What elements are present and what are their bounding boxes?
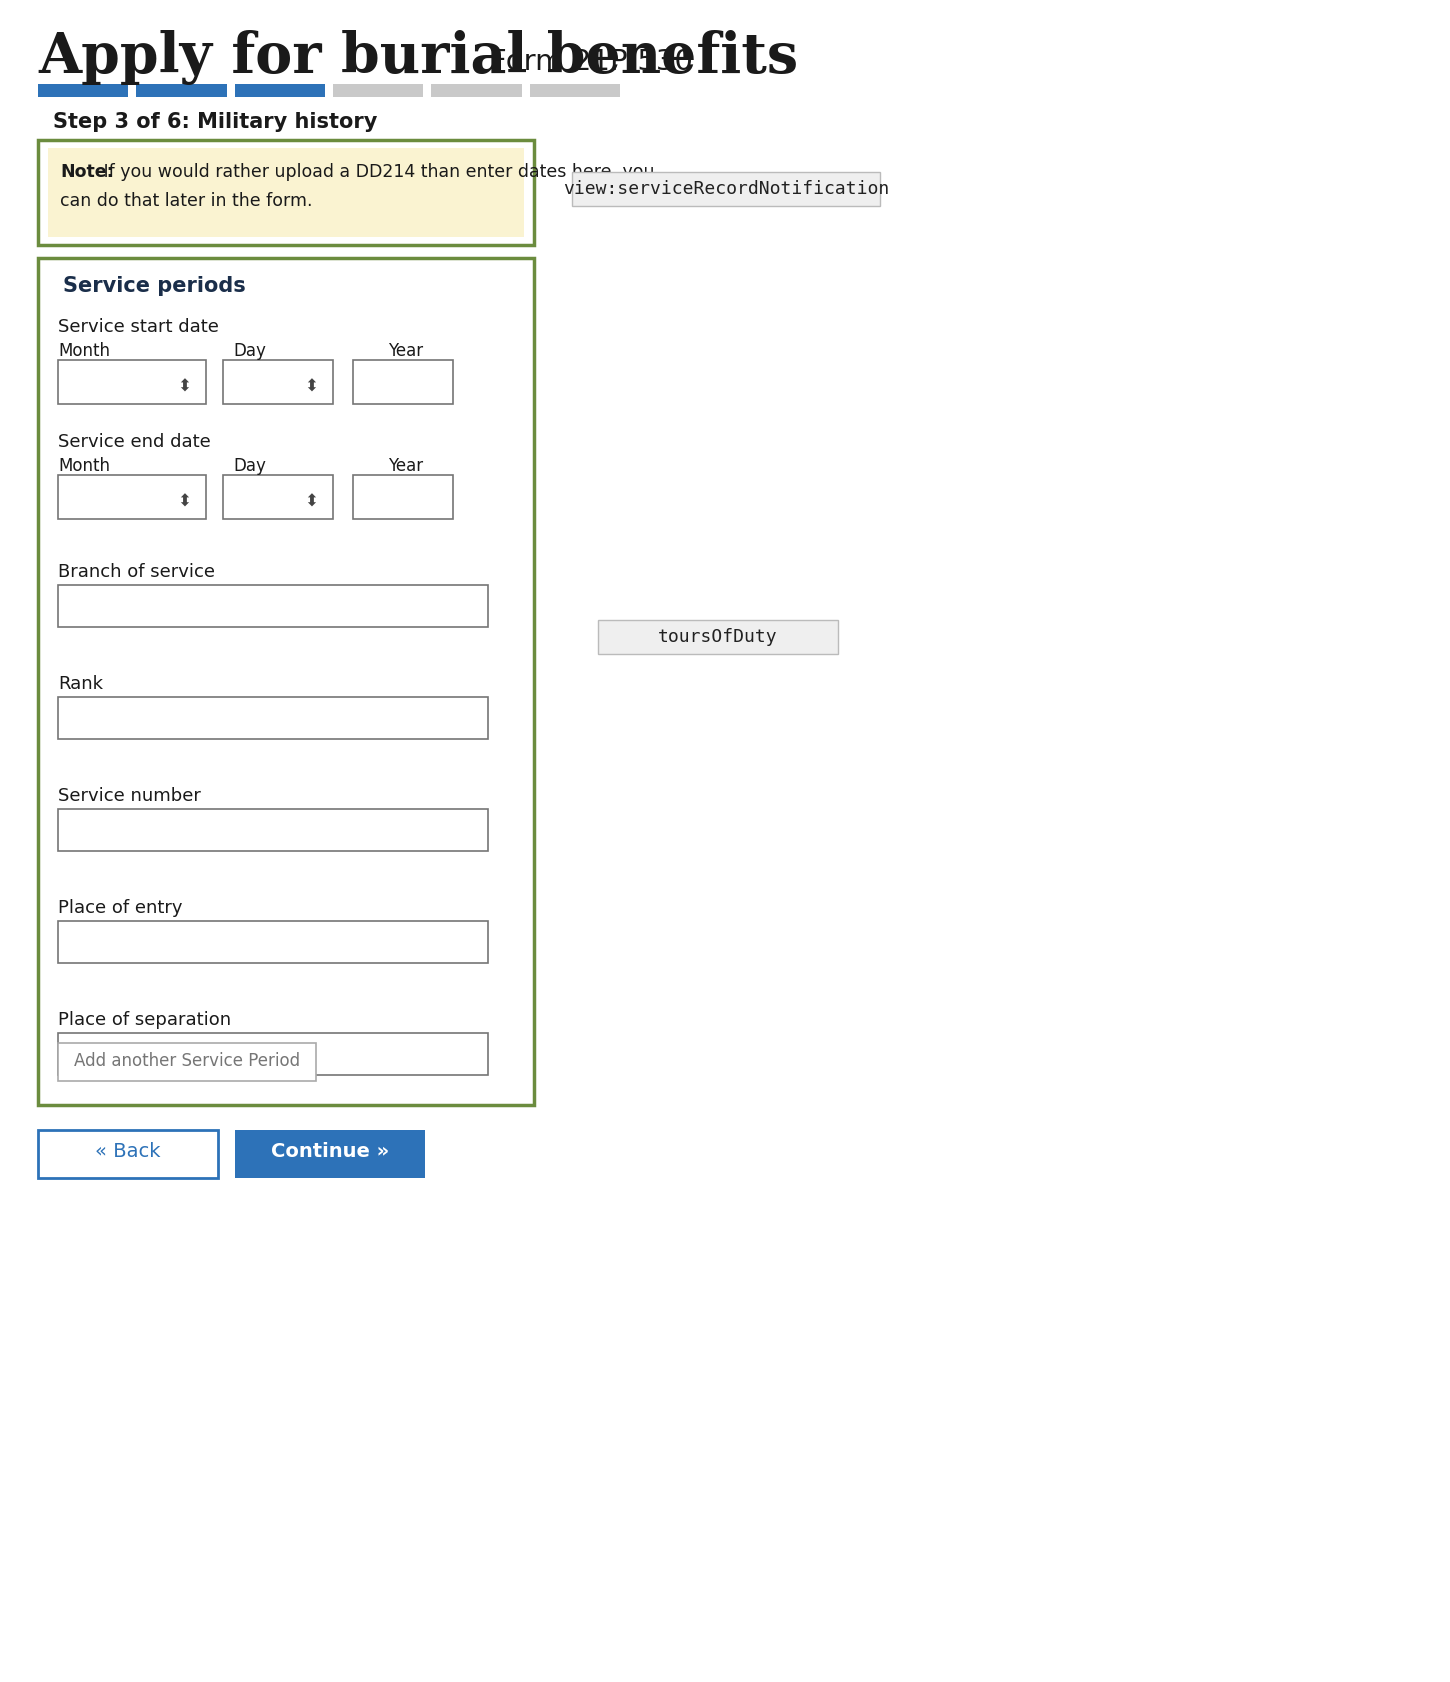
Text: Year: Year <box>389 341 423 360</box>
Text: Step 3 of 6: Military history: Step 3 of 6: Military history <box>54 113 377 131</box>
Bar <box>58 585 489 627</box>
Bar <box>58 1043 316 1082</box>
Bar <box>58 1033 489 1075</box>
Text: Continue »: Continue » <box>271 1142 389 1161</box>
Text: Note:: Note: <box>59 163 113 182</box>
Text: Form 21P-530: Form 21P-530 <box>490 49 693 76</box>
Text: Rank: Rank <box>58 674 103 693</box>
Bar <box>235 1130 425 1177</box>
Text: Service periods: Service periods <box>62 276 245 296</box>
Text: Month: Month <box>58 341 110 360</box>
Bar <box>597 621 838 654</box>
Text: « Back: « Back <box>96 1142 161 1161</box>
Bar <box>38 140 534 246</box>
Bar <box>136 84 226 98</box>
Bar <box>58 922 489 964</box>
Bar <box>529 84 621 98</box>
Text: ⬍: ⬍ <box>304 493 318 511</box>
Text: ⬍: ⬍ <box>177 493 191 511</box>
Text: view:serviceRecordNotification: view:serviceRecordNotification <box>563 180 889 198</box>
Bar <box>58 696 489 738</box>
Bar <box>58 360 206 404</box>
Bar <box>58 809 489 851</box>
Text: Day: Day <box>233 341 265 360</box>
Text: Place of entry: Place of entry <box>58 898 183 917</box>
Text: Service start date: Service start date <box>58 318 219 336</box>
Text: Year: Year <box>389 458 423 474</box>
Bar <box>223 474 334 520</box>
Bar <box>571 172 880 205</box>
Text: Apply for burial benefits: Apply for burial benefits <box>38 30 798 86</box>
Text: toursOfDuty: toursOfDuty <box>658 627 777 646</box>
Bar <box>352 474 452 520</box>
Bar <box>38 1130 218 1177</box>
Bar <box>235 84 325 98</box>
Text: Service number: Service number <box>58 787 202 806</box>
Text: Add another Service Period: Add another Service Period <box>74 1051 300 1070</box>
Text: Day: Day <box>233 458 265 474</box>
Text: Branch of service: Branch of service <box>58 563 215 580</box>
Bar <box>48 148 523 237</box>
Text: If you would rather upload a DD214 than enter dates here, you: If you would rather upload a DD214 than … <box>99 163 654 182</box>
Bar <box>38 84 129 98</box>
Text: Month: Month <box>58 458 110 474</box>
Bar <box>58 474 206 520</box>
Text: ⬍: ⬍ <box>177 378 191 395</box>
Text: ⬍: ⬍ <box>304 378 318 395</box>
Bar <box>334 84 423 98</box>
Text: Service end date: Service end date <box>58 432 210 451</box>
Bar <box>352 360 452 404</box>
Bar <box>38 257 534 1105</box>
Bar <box>431 84 522 98</box>
Text: can do that later in the form.: can do that later in the form. <box>59 192 313 210</box>
Text: Place of separation: Place of separation <box>58 1011 231 1029</box>
Bar <box>223 360 334 404</box>
